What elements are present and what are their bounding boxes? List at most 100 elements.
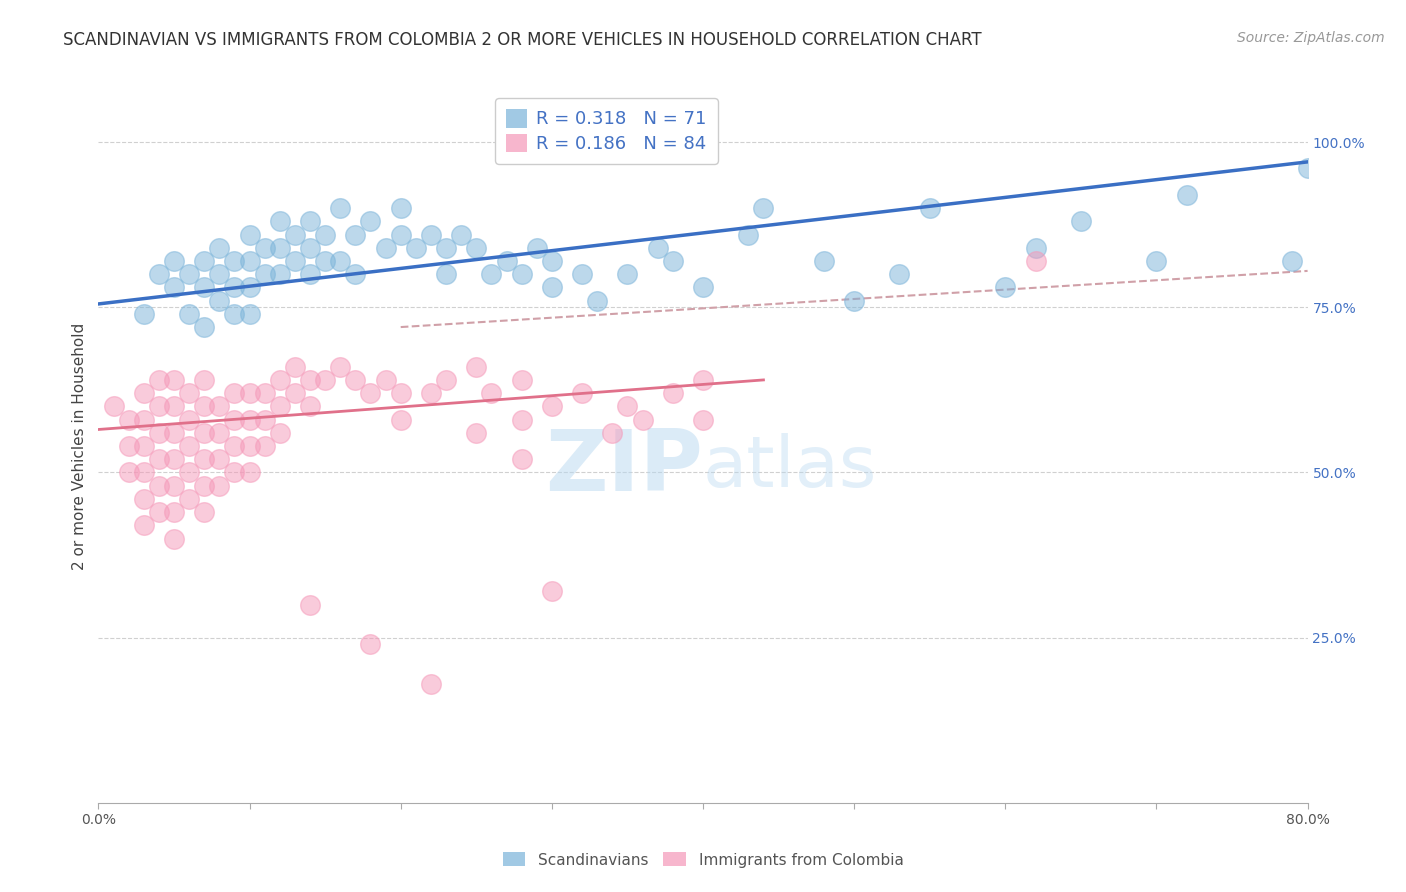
Point (269, 214, 291, 228)
Point (616, 400, 638, 414)
Point (224, 280, 246, 294)
Legend: R = 0.318   N = 71, R = 0.186   N = 84: R = 0.318 N = 71, R = 0.186 N = 84 (495, 98, 717, 164)
Point (193, 425, 215, 440)
Point (374, 373, 396, 387)
Point (540, 254, 562, 268)
Point (208, 425, 231, 440)
Point (163, 280, 186, 294)
Point (661, 386, 683, 401)
Point (208, 293, 231, 308)
Point (208, 267, 231, 281)
Point (510, 267, 533, 281)
Point (132, 466, 155, 480)
Point (224, 412, 246, 426)
Point (314, 227, 336, 242)
Point (193, 320, 215, 334)
Point (1070, 214, 1092, 228)
Point (360, 637, 382, 651)
Text: ZIP: ZIP (546, 425, 703, 509)
Point (481, 386, 503, 401)
Point (465, 359, 488, 374)
Point (239, 439, 262, 453)
Legend: Scandinavians, Immigrants from Colombia: Scandinavians, Immigrants from Colombia (496, 847, 910, 873)
Point (602, 425, 624, 440)
Point (148, 400, 170, 414)
Point (420, 386, 443, 401)
Point (132, 439, 155, 453)
Point (208, 478, 231, 492)
Point (481, 267, 503, 281)
Point (163, 505, 186, 519)
Point (647, 241, 669, 255)
Point (465, 241, 488, 255)
Point (434, 373, 457, 387)
Point (389, 227, 412, 242)
Point (314, 254, 336, 268)
Point (224, 386, 246, 401)
Point (299, 373, 322, 387)
Point (239, 307, 262, 321)
Point (374, 241, 396, 255)
Point (844, 293, 866, 308)
Point (329, 359, 352, 374)
Point (465, 425, 488, 440)
Point (179, 491, 201, 506)
Point (420, 227, 443, 242)
Point (329, 254, 352, 268)
Point (420, 677, 443, 691)
Point (179, 307, 201, 321)
Point (299, 241, 322, 255)
Point (193, 280, 215, 294)
Point (1296, 161, 1319, 176)
Point (314, 373, 336, 387)
Point (179, 439, 201, 453)
Point (526, 241, 548, 255)
Point (193, 505, 215, 519)
Point (148, 425, 170, 440)
Point (510, 373, 533, 387)
Point (269, 267, 291, 281)
Point (163, 254, 186, 268)
Point (193, 373, 215, 387)
Point (132, 386, 155, 401)
Point (269, 400, 291, 414)
Point (571, 267, 593, 281)
Point (571, 386, 593, 401)
Point (269, 241, 291, 255)
Point (269, 425, 291, 440)
Point (752, 201, 775, 215)
Point (148, 505, 170, 519)
Point (148, 373, 170, 387)
Point (163, 452, 186, 467)
Point (631, 412, 654, 426)
Point (389, 201, 412, 215)
Point (889, 267, 911, 281)
Point (179, 267, 201, 281)
Point (269, 373, 291, 387)
Point (132, 412, 155, 426)
Point (179, 466, 201, 480)
Point (1024, 254, 1046, 268)
Point (540, 584, 562, 599)
Point (148, 267, 170, 281)
Point (224, 254, 246, 268)
Point (1024, 241, 1046, 255)
Point (239, 386, 262, 401)
Point (994, 280, 1017, 294)
Point (661, 254, 683, 268)
Point (510, 412, 533, 426)
Point (239, 280, 262, 294)
Point (163, 478, 186, 492)
Point (253, 241, 276, 255)
Point (344, 267, 367, 281)
Point (813, 254, 835, 268)
Point (299, 598, 322, 612)
Point (193, 452, 215, 467)
Text: Source: ZipAtlas.com: Source: ZipAtlas.com (1237, 31, 1385, 45)
Point (586, 293, 609, 308)
Point (132, 307, 155, 321)
Point (132, 518, 155, 533)
Text: SCANDINAVIAN VS IMMIGRANTS FROM COLOMBIA 2 OR MORE VEHICLES IN HOUSEHOLD CORRELA: SCANDINAVIAN VS IMMIGRANTS FROM COLOMBIA… (63, 31, 981, 49)
Point (132, 491, 155, 506)
Point (389, 386, 412, 401)
